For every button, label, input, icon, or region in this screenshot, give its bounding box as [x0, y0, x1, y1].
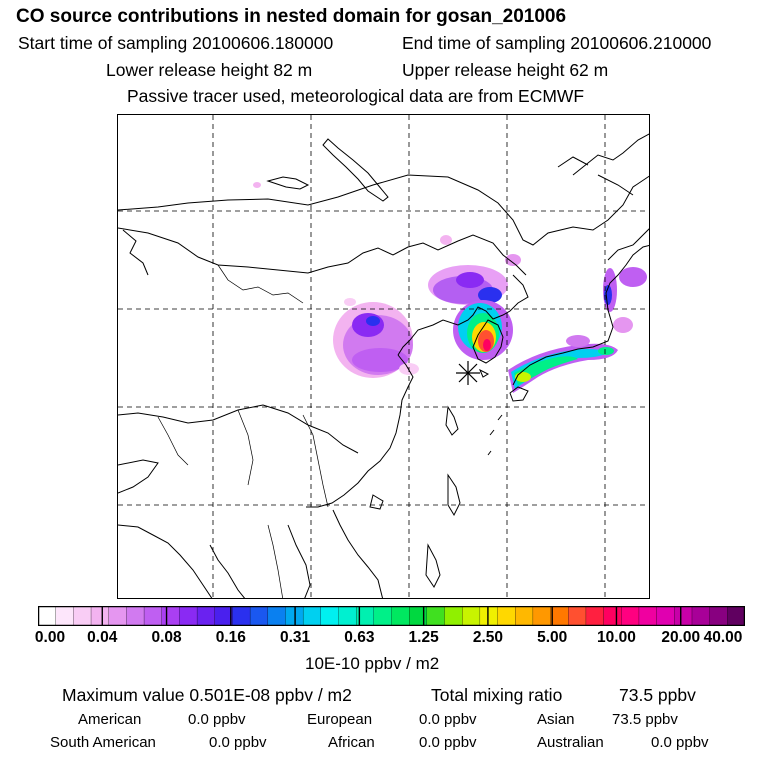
colorbar-tick-label: 0.08 — [151, 629, 182, 646]
region-name-australian: Australian — [537, 734, 604, 751]
colorbar-cell — [462, 606, 481, 626]
colorbar-tick-label: 0.16 — [215, 629, 246, 646]
total-mixing-ratio-label: Total mixing ratio — [431, 685, 563, 705]
maximum-value: Maximum value 0.501E-08 ppbv / m2 — [62, 685, 352, 705]
region-value-african: 0.0 ppbv — [419, 734, 477, 751]
colorbar-cell — [267, 606, 286, 626]
total-mixing-ratio-value: 73.5 ppbv — [619, 685, 696, 705]
colorbar-tick-label: 0.63 — [344, 629, 375, 646]
colorbar-cell — [373, 606, 392, 626]
colorbar-cell — [585, 606, 605, 626]
colorbar-cell — [249, 606, 269, 626]
colorbar-major-dividers — [101, 606, 682, 626]
colorbar-cell — [621, 606, 640, 626]
colorbar-cell — [302, 606, 322, 626]
colorbar-cell — [232, 606, 251, 626]
receptor-marker-icon — [456, 361, 480, 385]
colorbar-cell — [691, 606, 711, 626]
sampling-start-time: Start time of sampling 20100606.180000 — [18, 33, 334, 53]
colorbar-cell — [497, 606, 516, 626]
colorbar-cell — [426, 606, 445, 626]
plume-east-china — [333, 298, 413, 378]
colorbar-tick-label: 2.50 — [472, 629, 503, 646]
colorbar-cells — [38, 606, 745, 626]
region-value-south-american: 0.0 ppbv — [209, 734, 267, 751]
colorbar-cell — [550, 606, 569, 626]
colorbar-cell — [638, 606, 658, 626]
colorbar-tick-label: 5.00 — [537, 629, 568, 646]
tracer-note: Passive tracer used, meteorological data… — [127, 86, 585, 106]
political-borders — [157, 264, 329, 598]
colorbar-cell — [179, 606, 198, 626]
colorbar-cell — [444, 606, 463, 626]
sampling-end-time: End time of sampling 20100606.210000 — [402, 33, 712, 53]
region-name-african: African — [328, 734, 375, 751]
colorbar-cell — [656, 606, 675, 626]
colorbar-cell — [479, 606, 499, 626]
colorbar-cell — [320, 606, 339, 626]
colorbar-cell — [674, 606, 693, 626]
concentration-plumes — [253, 182, 647, 393]
coastlines — [118, 133, 649, 598]
colorbar-tick-label: 40.00 — [703, 629, 743, 646]
figure-title: CO source contributions in nested domain… — [16, 6, 567, 27]
plume-japan — [508, 267, 647, 393]
colorbar-cell — [90, 606, 110, 626]
colorbar-tick-label: 0.04 — [87, 629, 118, 646]
colorbar-tick-label: 0.31 — [279, 629, 311, 646]
colorbar-cell — [214, 606, 233, 626]
colorbar-cell — [709, 606, 728, 626]
region-name-american: American — [78, 711, 142, 728]
colorbar-tick-label: 20.00 — [661, 629, 701, 646]
colorbar-cell — [391, 606, 410, 626]
region-value-australian: 0.0 ppbv — [651, 734, 709, 751]
colorbar-tick-label: 10.00 — [597, 629, 636, 646]
colorbar-cell — [126, 606, 145, 626]
colorbar-cell — [515, 606, 534, 626]
graticule — [118, 115, 649, 598]
colorbar-tick-label: 0.00 — [34, 629, 66, 646]
colorbar-unit: 10E-10 ppbv / m2 — [305, 654, 440, 673]
colorbar-cell — [196, 606, 216, 626]
region-value-asian: 73.5 ppbv — [612, 711, 678, 728]
colorbar-cell — [108, 606, 127, 626]
colorbar-cell — [38, 606, 57, 626]
colorbar-cell — [532, 606, 552, 626]
upper-release-height: Upper release height 62 m — [402, 60, 609, 80]
colorbar-cell — [161, 606, 180, 626]
colorbar-cell — [73, 606, 92, 626]
plume-northeast-china — [428, 235, 521, 305]
lower-release-height: Lower release height 82 m — [106, 60, 313, 80]
colorbar-cell — [409, 606, 428, 626]
map-canvas — [118, 115, 649, 598]
colorbar-cell — [568, 606, 587, 626]
region-name-south-american: South American — [50, 734, 156, 751]
colorbar-cell — [55, 606, 74, 626]
colorbar-cell — [727, 606, 745, 626]
region-name-asian: Asian — [537, 711, 575, 728]
colorbar-tick-label: 1.25 — [408, 629, 439, 646]
colorbar-cell — [143, 606, 163, 626]
map-panel — [117, 114, 650, 599]
region-value-american: 0.0 ppbv — [188, 711, 246, 728]
region-value-european: 0.0 ppbv — [419, 711, 477, 728]
colorbar-cell — [338, 606, 357, 626]
colorbar-cell — [603, 606, 622, 626]
region-name-european: European — [307, 711, 373, 728]
colorbar — [38, 606, 745, 626]
